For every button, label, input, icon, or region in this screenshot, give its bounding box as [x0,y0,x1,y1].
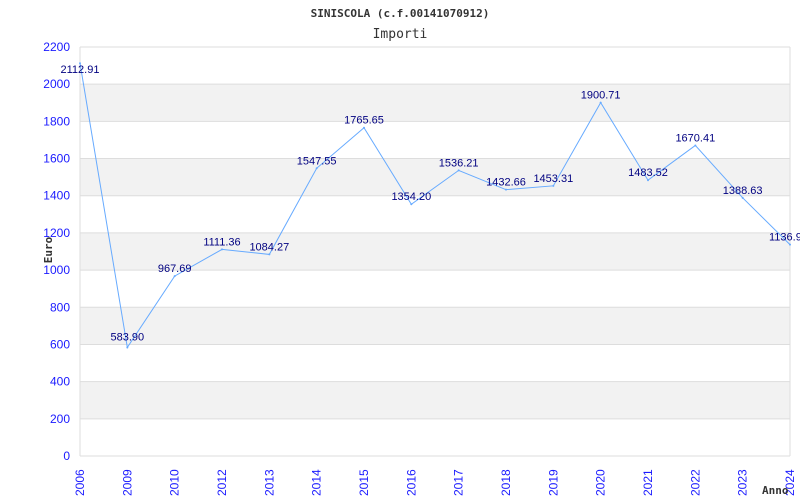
data-point [505,188,507,191]
data-point [79,62,81,65]
chart-title: SINISCOLA (c.f.00141070912) [311,7,490,20]
chart-subtitle: Importi [373,27,428,42]
x-tick-label: 2022 [688,469,702,496]
x-tick-label: 2009 [120,469,134,496]
y-tick-label: 200 [50,412,70,426]
grid-band [80,158,790,196]
data-label: 1900.71 [581,90,621,102]
data-label: 2112.91 [61,64,100,76]
data-point [741,196,744,199]
x-tick-label: 2020 [594,469,608,496]
x-tick-label: 2012 [215,469,229,496]
data-point [647,179,649,182]
grid-band [80,344,790,382]
data-label: 967.69 [158,263,192,275]
y-axis-label: Euro [42,236,55,263]
x-tick-label: 2006 [73,469,87,496]
y-tick-label: 400 [50,375,70,389]
y-tick-label: 2200 [43,40,70,54]
data-label: 1111.36 [203,236,240,248]
x-tick-label: 2018 [499,469,513,496]
x-tick-label: 2023 [736,469,750,496]
data-label: 1136.9 [769,232,800,244]
x-tick-label: 2024 [783,469,797,496]
grid-band [80,307,790,345]
x-tick-label: 2015 [357,469,371,496]
data-label: 1354.20 [391,191,431,203]
x-tick-label: 2013 [262,469,276,496]
y-tick-label: 1800 [43,114,70,128]
data-point [126,346,129,349]
grid-band [80,232,790,271]
grid-band [80,84,790,122]
data-label: 1432.66 [486,177,526,189]
x-tick-label: 2021 [641,469,655,496]
x-axis-label: Anno [762,484,789,497]
grid-band [80,381,790,419]
data-label: 1765.65 [344,115,384,127]
data-point [363,126,365,129]
y-tick-label: 0 [63,449,70,463]
data-label: 583.90 [111,331,145,343]
data-point [552,184,555,187]
data-point [789,243,791,246]
x-tick-label: 2010 [168,469,182,496]
data-point [221,248,223,251]
grid-band [80,270,790,308]
data-point [599,101,602,104]
data-point [410,203,413,206]
y-tick-label: 600 [50,337,70,351]
data-label: 1547.55 [297,155,337,167]
data-label: 1670.41 [675,132,715,144]
x-tick-label: 2016 [404,469,418,496]
y-tick-label: 1200 [43,226,70,240]
grid-band [80,195,790,233]
grid-band [80,418,790,456]
data-point [315,167,318,170]
data-point [268,253,271,256]
y-tick-label: 1000 [43,263,70,277]
data-point [173,275,176,278]
x-tick-label: 2014 [310,469,324,496]
x-tick-label: 2017 [452,469,466,496]
y-tick-label: 1600 [43,152,70,166]
grid-band [80,121,790,159]
series-line [79,63,791,349]
x-tick-label: 2019 [546,469,560,496]
data-point [694,144,697,147]
data-label: 1483.52 [628,167,668,179]
y-tick-label: 800 [50,300,70,314]
data-label: 1388.63 [723,185,763,197]
y-tick-label: 2000 [43,77,70,91]
grid-band [80,47,790,85]
data-label: 1536.21 [439,157,479,169]
data-label: 1453.31 [533,173,573,185]
data-label: 1084.27 [249,241,289,253]
y-tick-label: 1400 [43,189,70,203]
data-point [457,169,460,172]
